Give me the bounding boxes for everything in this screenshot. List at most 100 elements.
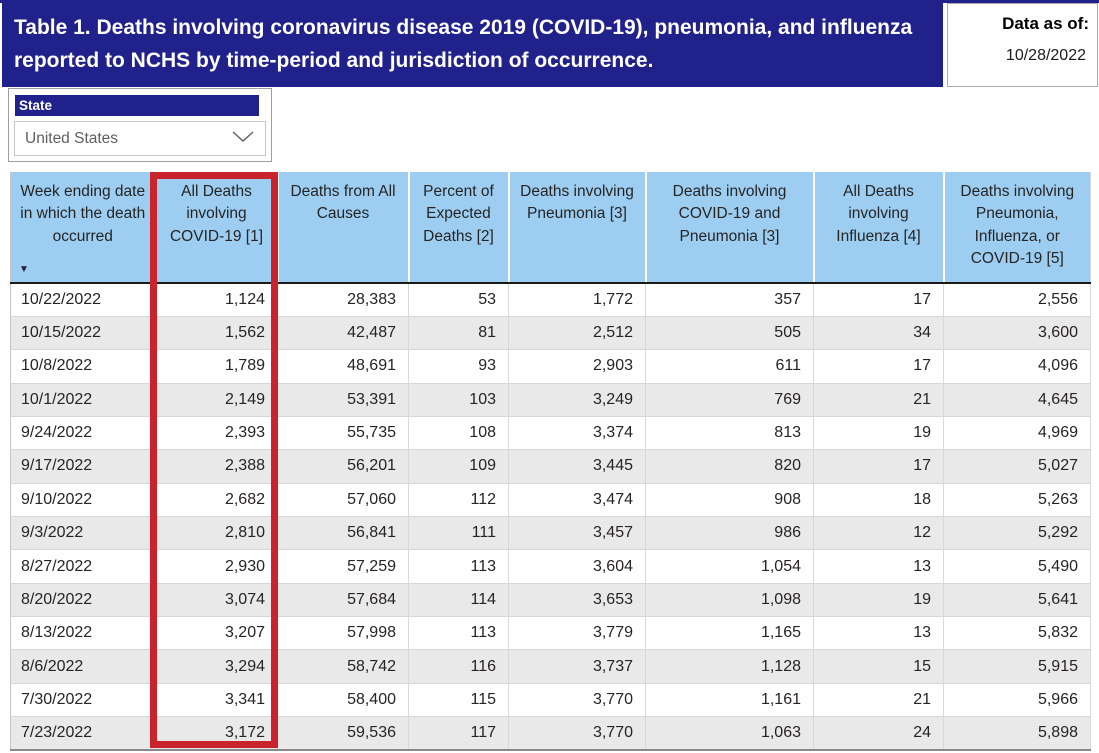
state-dropdown-value: United States [25, 129, 119, 147]
value-cell: 28,383 [277, 283, 409, 317]
value-cell: 5,292 [943, 516, 1091, 551]
column-header-3[interactable]: Deaths from All Causes [276, 172, 409, 284]
week-ending-date-cell: 9/24/2022 [10, 416, 156, 451]
week-ending-date-cell: 10/22/2022 [10, 283, 156, 317]
value-cell: 19 [813, 416, 944, 451]
column-header-8[interactable]: Deaths involving Pneumonia, Influenza, o… [942, 172, 1091, 284]
week-ending-date-cell: 8/20/2022 [10, 583, 156, 618]
table-row: 10/8/2022 1,789 48,691 93 2,903 611 17 4,096 [10, 349, 1091, 384]
value-cell: 5,027 [943, 449, 1091, 484]
value-cell: 1,789 [155, 349, 278, 384]
value-cell: 58,742 [277, 649, 409, 684]
value-cell: 114 [408, 583, 509, 618]
value-cell: 3,445 [508, 449, 646, 484]
value-cell: 5,966 [943, 683, 1091, 718]
value-cell: 81 [408, 316, 509, 351]
value-cell: 5,898 [943, 716, 1091, 752]
value-cell: 1,063 [645, 716, 814, 752]
value-cell: 42,487 [277, 316, 409, 351]
top-border-strip [0, 0, 1099, 3]
value-cell: 58,400 [277, 683, 409, 718]
value-cell: 12 [813, 516, 944, 551]
value-cell: 117 [408, 716, 509, 752]
value-cell: 3,172 [155, 716, 278, 752]
column-header-6[interactable]: Deaths involving COVID-19 and Pneumonia … [644, 172, 814, 284]
value-cell: 908 [645, 483, 814, 518]
value-cell: 4,096 [943, 349, 1091, 384]
value-cell: 93 [408, 349, 509, 384]
column-header-label: Deaths involving Pneumonia [3] [520, 183, 634, 223]
value-cell: 17 [813, 349, 944, 384]
value-cell: 3,770 [508, 683, 646, 718]
value-cell: 611 [645, 349, 814, 384]
value-cell: 1,562 [155, 316, 278, 351]
value-cell: 2,930 [155, 549, 278, 584]
data-as-of-value: 10/28/2022 [1005, 47, 1086, 64]
sort-descending-icon[interactable]: ▼ [19, 264, 29, 275]
value-cell: 108 [408, 416, 509, 451]
value-cell: 13 [813, 616, 944, 651]
value-cell: 34 [813, 316, 944, 351]
value-cell: 5,832 [943, 616, 1091, 651]
column-header-1[interactable]: Week ending date in which the death occu… [10, 172, 156, 284]
state-slicer: State United States [8, 88, 272, 162]
week-ending-date-cell: 9/10/2022 [10, 483, 156, 518]
value-cell: 19 [813, 583, 944, 618]
value-cell: 13 [813, 549, 944, 584]
value-cell: 57,060 [277, 483, 409, 518]
value-cell: 112 [408, 483, 509, 518]
value-cell: 505 [645, 316, 814, 351]
value-cell: 769 [645, 383, 814, 417]
value-cell: 3,604 [508, 549, 646, 584]
value-cell: 1,772 [508, 283, 646, 317]
value-cell: 813 [645, 416, 814, 451]
value-cell: 4,969 [943, 416, 1091, 451]
week-ending-date-cell: 7/30/2022 [10, 683, 156, 718]
value-cell: 1,165 [645, 616, 814, 651]
state-slicer-label: State [15, 95, 259, 116]
state-dropdown[interactable]: United States [14, 121, 266, 156]
week-ending-date-cell: 10/8/2022 [10, 349, 156, 384]
value-cell: 59,536 [277, 716, 409, 752]
column-header-5[interactable]: Deaths involving Pneumonia [3] [507, 172, 646, 284]
chevron-down-icon[interactable] [231, 130, 255, 148]
value-cell: 56,841 [277, 516, 409, 551]
value-cell: 18 [813, 483, 944, 518]
table-row: 10/1/2022 2,149 53,391 103 3,249 769 21 4,645 [10, 383, 1091, 417]
week-ending-date-cell: 8/6/2022 [10, 649, 156, 684]
table-row: 10/22/2022 1,124 28,383 53 1,772 357 17 2,556 [10, 283, 1091, 317]
value-cell: 2,149 [155, 383, 278, 417]
value-cell: 2,393 [155, 416, 278, 451]
column-header-2[interactable]: All Deaths involving COVID-19 [1] [154, 172, 278, 284]
title-bar: Table 1. Deaths involving coronavirus di… [2, 3, 943, 87]
value-cell: 1,054 [645, 549, 814, 584]
value-cell: 53 [408, 283, 509, 317]
value-cell: 103 [408, 383, 509, 417]
value-cell: 5,641 [943, 583, 1091, 618]
value-cell: 2,903 [508, 349, 646, 384]
table-row: 8/13/2022 3,207 57,998 113 3,779 1,165 13 5,832 [10, 616, 1091, 651]
column-header-4[interactable]: Percent of Expected Deaths [2] [407, 172, 509, 284]
value-cell: 986 [645, 516, 814, 551]
page-title: Table 1. Deaths involving coronavirus di… [14, 16, 913, 73]
value-cell: 53,391 [277, 383, 409, 417]
value-cell: 3,737 [508, 649, 646, 684]
table-row: 9/24/2022 2,393 55,735 108 3,374 813 19 4,969 [10, 416, 1091, 451]
value-cell: 4,645 [943, 383, 1091, 417]
week-ending-date-cell: 9/17/2022 [10, 449, 156, 484]
value-cell: 1,124 [155, 283, 278, 317]
column-header-label: Week ending date in which the death occu… [20, 183, 146, 245]
value-cell: 113 [408, 549, 509, 584]
value-cell: 5,263 [943, 483, 1091, 518]
value-cell: 2,682 [155, 483, 278, 518]
column-header-label: Deaths involving COVID-19 and Pneumonia … [672, 183, 787, 245]
value-cell: 5,490 [943, 549, 1091, 584]
table-row: 7/30/2022 3,341 58,400 115 3,770 1,161 21 5,966 [10, 683, 1091, 718]
value-cell: 56,201 [277, 449, 409, 484]
table-row: 10/15/2022 1,562 42,487 81 2,512 505 34 3,600 [10, 316, 1091, 351]
column-header-7[interactable]: All Deaths involving Influenza [4] [812, 172, 944, 284]
value-cell: 5,915 [943, 649, 1091, 684]
value-cell: 3,779 [508, 616, 646, 651]
week-ending-date-cell: 8/27/2022 [10, 549, 156, 584]
table-row: 9/10/2022 2,682 57,060 112 3,474 908 18 5,263 [10, 483, 1091, 518]
